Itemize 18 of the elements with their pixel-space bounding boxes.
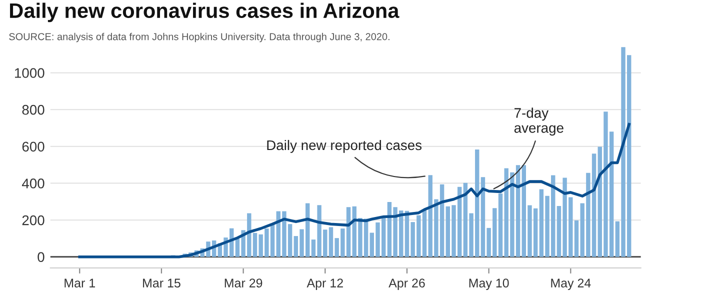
x-tick-label: Mar 1 — [64, 278, 95, 288]
y-tick-label: 400 — [22, 178, 44, 188]
y-tick-label: 200 — [22, 215, 44, 226]
chart-title: Daily new coronavirus cases in Arizona — [10, 2, 400, 22]
annotation: 7-day average — [514, 108, 564, 136]
x-tick-label: Mar 15 — [143, 278, 180, 288]
x-tick-label: Apr 12 — [306, 278, 343, 290]
annotation: Daily new reported cases — [267, 140, 422, 153]
x-tick-label: May 24 — [551, 278, 591, 290]
y-tick-label: 600 — [22, 142, 44, 152]
x-tick-label: Mar 29 — [224, 278, 262, 288]
y-tick-label: 1000 — [15, 68, 44, 78]
y-tick-label: 0 — [38, 252, 44, 262]
x-tick-label: May 10 — [469, 278, 509, 290]
x-tick-label: Apr 26 — [388, 278, 425, 290]
chart-subtitle: SOURCE: analysis of data from Johns Hopkins University. Data through June 3, 2020. — [9, 32, 390, 42]
y-tick-label: 800 — [22, 104, 44, 115]
line-series — [78, 122, 630, 258]
